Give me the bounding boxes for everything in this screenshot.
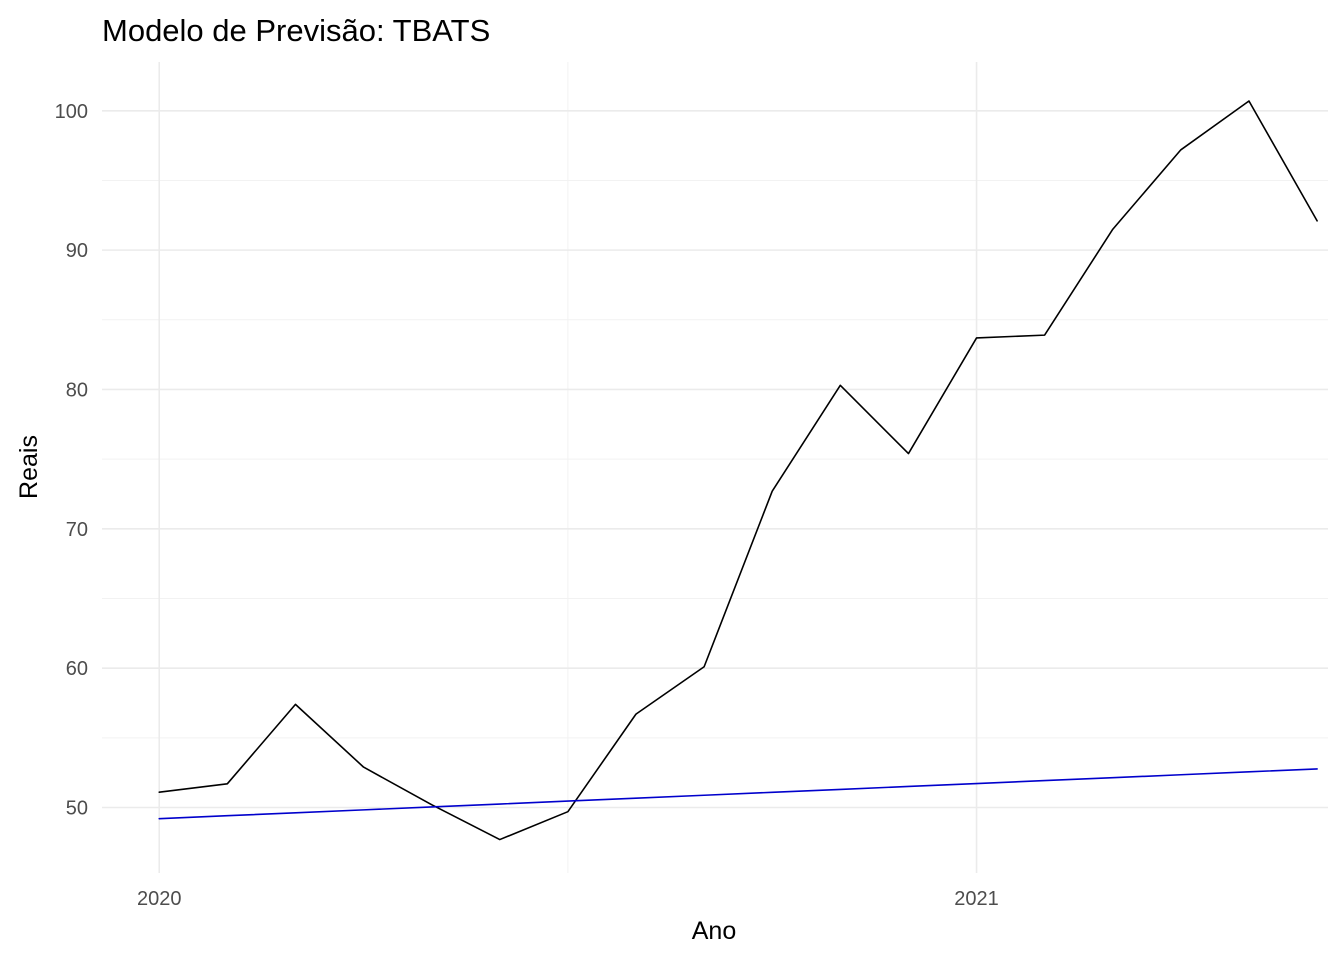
series-line-2 [158, 768, 1318, 820]
grid-lines [102, 62, 1328, 873]
x-tick-label: 2021 [954, 888, 999, 910]
y-tick-label: 70 [66, 519, 88, 541]
y-tick-label: 80 [66, 379, 88, 401]
tick-labels: 50 60 70 80 90 100 2020 2021 [55, 101, 999, 910]
y-tick-label: 90 [66, 240, 88, 262]
y-tick-label: 100 [55, 101, 88, 123]
y-axis-title: Reais [15, 435, 43, 499]
chart-title: Modelo de Previsão: TBATS [102, 13, 490, 48]
x-tick-label: 2020 [137, 888, 182, 910]
series-lines [158, 100, 1318, 841]
y-tick-label: 60 [66, 658, 88, 680]
x-axis-title: Ano [692, 917, 736, 945]
series-line-1 [158, 100, 1318, 841]
y-tick-label: 50 [66, 798, 88, 820]
